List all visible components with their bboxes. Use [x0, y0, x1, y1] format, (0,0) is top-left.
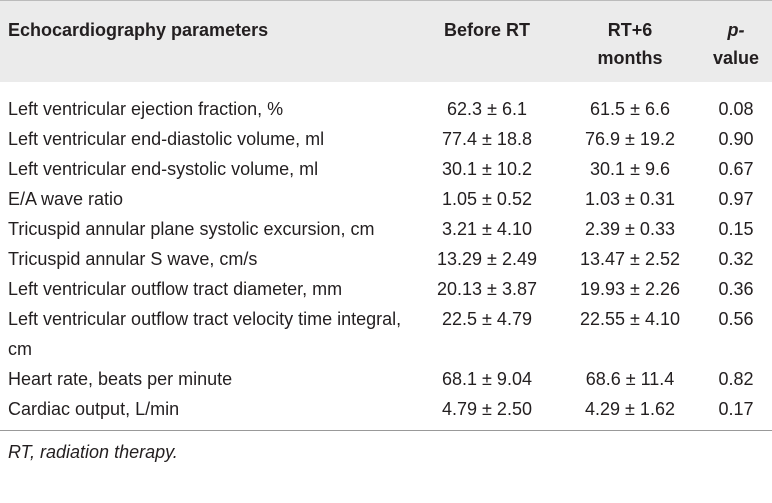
table-row: Left ventricular outflow tract velocity …	[0, 304, 772, 364]
data-table: Echocardiography parameters Before RT RT…	[0, 0, 772, 431]
cell: 4.79 ± 2.50	[442, 399, 532, 419]
cell: 20.13 ± 3.87	[437, 279, 537, 299]
cell: 22.5 ± 4.79	[442, 309, 532, 329]
row-label: Left ventricular outflow tract diameter,…	[8, 279, 343, 299]
cell: 22.55 ± 4.10	[580, 309, 680, 329]
cell: 13.29 ± 2.49	[437, 249, 537, 269]
cell: 68.1 ± 9.04	[442, 369, 532, 389]
cell: 0.56	[718, 309, 754, 329]
cell: 0.36	[718, 279, 754, 299]
table-row: Left ventricular ejection fraction, % 62.…	[0, 82, 772, 124]
header-cell: Before RT	[414, 0, 560, 82]
header-cell: p-value	[700, 0, 772, 82]
row-label: Left ventricular outflow tract velocity …	[8, 309, 402, 359]
row-label: Left ventricular ejection fraction, %	[8, 99, 284, 119]
row-label: Left ventricular end-systolic volume, ml	[8, 159, 319, 179]
cell: 76.9 ± 19.2	[585, 129, 675, 149]
row-label: Heart rate, beats per minute	[8, 369, 233, 389]
cell: 0.97	[718, 189, 754, 209]
header-row: Echocardiography parameters Before RT RT…	[0, 0, 772, 82]
cell: 2.39 ± 0.33	[585, 219, 675, 239]
row-label: E/A wave ratio	[8, 189, 124, 209]
header-cell: RT+6 months	[560, 0, 700, 82]
cell: 0.90	[718, 129, 754, 149]
row-label: Cardiac output, L/min	[8, 399, 180, 419]
cell: 0.32	[718, 249, 754, 269]
cell: 0.82	[718, 369, 754, 389]
row-label: Tricuspid annular plane systolic excursi…	[8, 219, 375, 239]
table-row: Left ventricular end-diastolic volume, m…	[0, 124, 772, 154]
header-text: RT+6 months	[597, 20, 663, 68]
table-row: Tricuspid annular plane systolic excursi…	[0, 214, 772, 244]
table-row: Left ventricular outflow tract diameter,…	[0, 274, 772, 304]
cell: 0.15	[718, 219, 754, 239]
header-cell: Echocardiography parameters	[0, 0, 414, 82]
cell: 3.21 ± 4.10	[442, 219, 532, 239]
cell: 0.17	[718, 399, 754, 419]
table-body: Left ventricular ejection fraction, % 62.…	[0, 82, 772, 431]
header-text: value	[712, 48, 760, 68]
table-row: E/A wave ratio 1.05 ± 0.52 1.03 ± 0.31 0.97	[0, 184, 772, 214]
table-row: Tricuspid annular S wave, cm/s 13.29 ± 2.…	[0, 244, 772, 274]
cell: 61.5 ± 6.6	[590, 99, 670, 119]
row-label: Tricuspid annular S wave, cm/s	[8, 249, 258, 269]
footnote: RT, radiation therapy.	[8, 442, 178, 462]
cell: 30.1 ± 9.6	[590, 159, 670, 179]
cell: 13.47 ± 2.52	[580, 249, 680, 269]
table-row: Left ventricular end-systolic volume, ml…	[0, 154, 772, 184]
cell: 30.1 ± 10.2	[442, 159, 532, 179]
cell: 4.29 ± 1.62	[585, 399, 675, 419]
table-row: Heart rate, beats per minute 68.1 ± 9.04 6…	[0, 364, 772, 394]
cell: 77.4 ± 18.8	[442, 129, 532, 149]
cell: 68.6 ± 11.4	[585, 369, 675, 389]
table-row: Cardiac output, L/min 4.79 ± 2.50 4.29 ± 1…	[0, 394, 772, 431]
cell: 0.08	[718, 99, 754, 119]
cell: 0.67	[718, 159, 754, 179]
row-label: Left ventricular end-diastolic volume, m…	[8, 129, 325, 149]
cell: 62.3 ± 6.1	[447, 99, 527, 119]
cell: 1.05 ± 0.52	[442, 189, 532, 209]
cell: 1.03 ± 0.31	[585, 189, 675, 209]
header-text: p-	[727, 20, 745, 40]
cell: 19.93 ± 2.26	[580, 279, 680, 299]
